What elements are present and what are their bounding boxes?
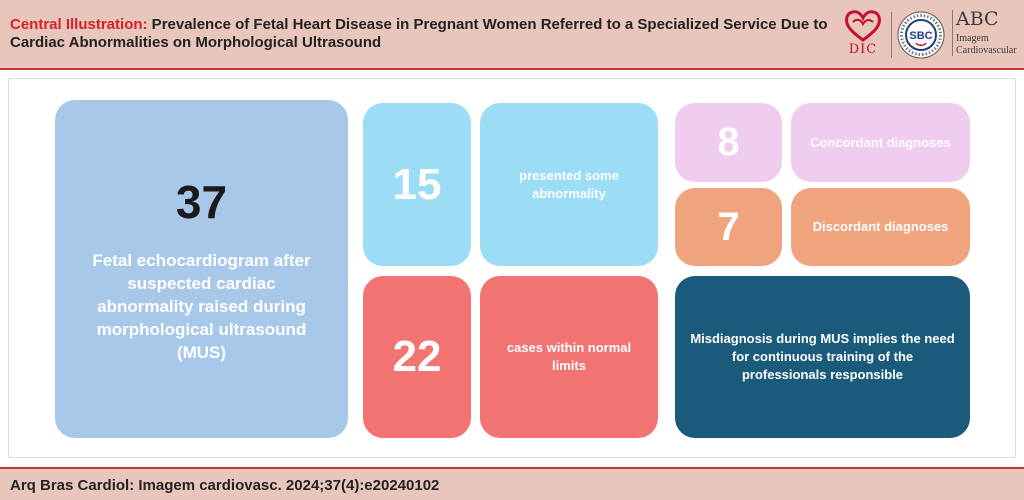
illustration-title: Central Illustration: Prevalence of Feta… [10,16,830,52]
citation-text: Arq Bras Cardiol: Imagem cardiovasc. 202… [10,477,440,494]
discordant-count-number: 7 [717,204,740,249]
abnormal-count-block: 15 [363,103,471,266]
abc-logo-line2: Cardiovascular [956,45,1017,56]
abnormal-label-block: presented some abnormality [480,103,658,266]
sbc-logo: SBC [896,10,946,60]
title-text: Prevalence of Fetal Heart Disease in Pre… [10,16,828,51]
normal-count-block: 22 [363,276,471,438]
abc-logo-bar [952,10,953,56]
logo-divider [891,12,892,58]
sbc-seal-icon: SBC [897,11,945,59]
conclusion-block: Misdiagnosis during MUS implies the need… [675,276,970,438]
concordant-count-block: 8 [675,103,782,182]
normal-label: cases within normal limits [506,340,632,373]
footer-banner: Arq Bras Cardiol: Imagem cardiovasc. 202… [0,467,1024,500]
discordant-label: Discordant diagnoses [812,219,949,234]
total-cases-number: 37 [175,175,228,228]
discordant-count-block: 7 [675,188,782,266]
normal-label-block: cases within normal limits [480,276,658,438]
header-banner: Central Illustration: Prevalence of Feta… [0,0,1024,70]
discordant-label-block: Discordant diagnoses [791,188,970,266]
abc-logo-text: ABC [956,8,999,30]
normal-count-number: 22 [392,332,442,381]
abc-logo: ABC Imagem Cardiovascular [952,6,1017,64]
total-cases-block: 37 Fetal echocardiogram after suspected … [55,100,348,438]
concordant-label: Concordant diagnoses [810,134,951,150]
abc-logo-line1: Imagem [956,33,989,44]
concordant-count-number: 8 [717,120,740,164]
title-prefix: Central Illustration: [10,16,148,33]
abnormal-count-number: 15 [392,159,442,209]
dic-logo: DIC [839,6,887,64]
abnormal-label: presented some abnormality [519,167,619,201]
total-cases-label: Fetal echocardiogram after suspected car… [92,250,311,362]
dic-logo-text: DIC [848,42,878,57]
conclusion-label: Misdiagnosis during MUS implies the need… [690,331,955,382]
concordant-label-block: Concordant diagnoses [791,103,970,182]
heart-icon [845,10,881,42]
logo-group: DIC SBC ABC Imagem Cardiovascular [839,6,1017,64]
sbc-logo-text: SBC [909,30,932,42]
